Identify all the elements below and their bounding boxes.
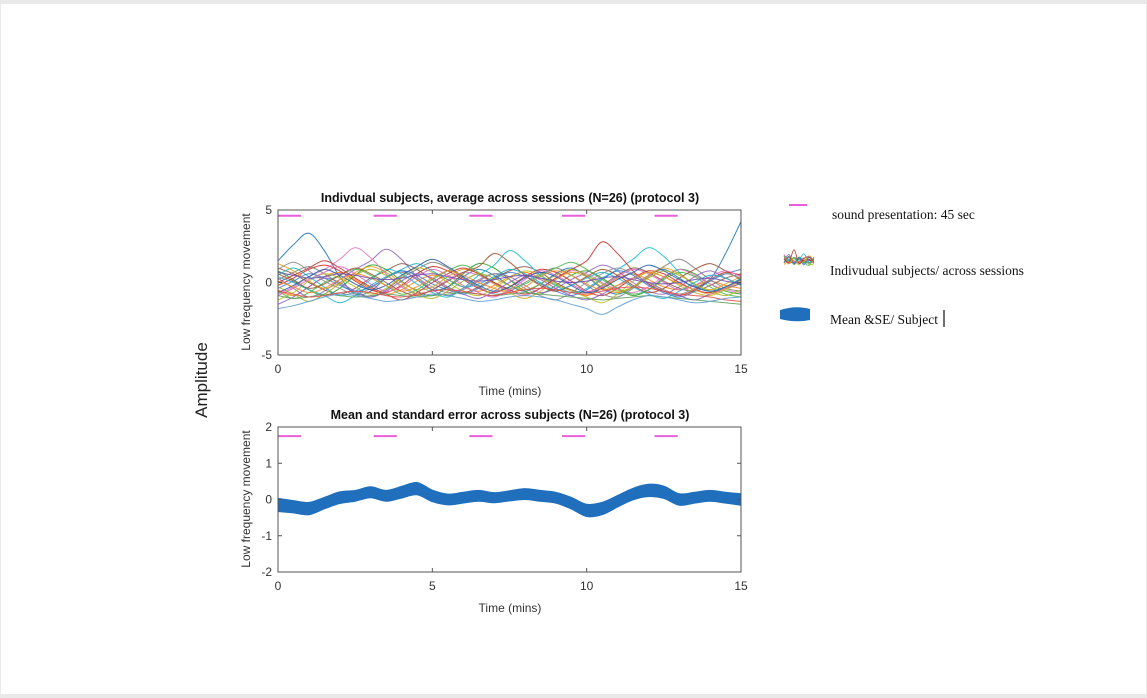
top-series-line <box>277 261 742 299</box>
chart-top-ylabel: Low frequency movement <box>239 213 253 351</box>
bottom-se-band-area <box>277 481 742 518</box>
top-series-line <box>277 271 742 285</box>
legend-tangle-line <box>783 255 815 265</box>
chart-top-ticks: 0 5 10 15-505 <box>261 203 748 376</box>
slide: Amplitude Indivdual subjects, average ac… <box>1 4 1146 694</box>
top-series-line <box>277 252 742 297</box>
figure: Amplitude Indivdual subjects, average ac… <box>192 191 1024 615</box>
top-series-line <box>277 258 742 294</box>
chart-bottom-xlabel: Time (mins) <box>479 601 542 615</box>
bottom-xtick-label: 0 <box>275 579 282 593</box>
legend-tangle-line <box>783 249 815 265</box>
top-series-line <box>277 261 742 301</box>
top-ytick-label: 0 <box>265 276 272 290</box>
bottom-ytick-label: 0 <box>265 493 272 507</box>
bottom-xtick-label: 15 <box>734 579 748 593</box>
legend-sound-label: sound presentation: 45 sec <box>832 207 975 222</box>
chart-bottom-ylabel: Low frequency movement <box>239 430 253 568</box>
top-ytick-label: 5 <box>265 203 272 217</box>
top-ytick-label: -5 <box>261 348 272 362</box>
top-xtick-label: 5 <box>429 362 436 376</box>
bottom-xtick-label: 5 <box>429 579 436 593</box>
chart-top-xlabel: Time (mins) <box>479 384 542 398</box>
bottom-ytick-label: 1 <box>265 456 272 470</box>
chart-bottom-ticks: 0 5 10 15 -2 -1 0 1 2 <box>261 420 748 593</box>
chart-mean-se: Mean and standard error across subjects … <box>239 408 748 615</box>
legend-tangle-line <box>783 253 815 263</box>
bottom-ytick-label: -1 <box>261 529 272 543</box>
bottom-ytick-label: -2 <box>261 565 272 579</box>
chart-individual-subjects: Indivdual subjects, average across sessi… <box>239 191 748 398</box>
bottom-ytick-label: 2 <box>265 420 272 434</box>
chart-bottom-se-band <box>277 481 742 518</box>
chart-top-series-group <box>277 221 742 315</box>
bottom-xtick-label: 10 <box>580 579 594 593</box>
top-series-line <box>277 258 742 298</box>
top-xtick-label: 15 <box>734 362 748 376</box>
chart-top-title: Indivdual subjects, average across sessi… <box>321 191 699 205</box>
top-series-line <box>277 293 742 315</box>
chart-bottom-title: Mean and standard error across subjects … <box>331 408 690 422</box>
top-series-line <box>277 286 742 302</box>
top-series-line <box>277 263 742 295</box>
top-xtick-label: 10 <box>580 362 594 376</box>
top-xtick-label: 0 <box>275 362 282 376</box>
legend-tangle-swatch-icon <box>783 249 815 266</box>
legend-mean-band-icon <box>780 307 810 322</box>
legend-mean-label: Mean &SE/ Subject <box>830 312 938 327</box>
legend: sound presentation: 45 sec Indivudual su… <box>780 204 1024 327</box>
figure-amplitude-label: Amplitude <box>192 342 211 418</box>
legend-subjects-label: Indivudual subjects/ across sessions <box>830 263 1024 278</box>
